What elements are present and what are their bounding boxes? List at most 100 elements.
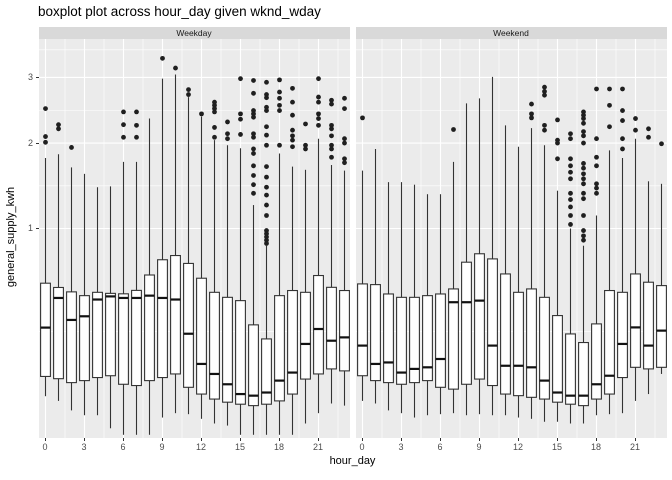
outlier-points bbox=[658, 140, 664, 146]
boxplot-hour-22 bbox=[325, 97, 337, 404]
x-axis-tick bbox=[478, 437, 480, 441]
box-iqr bbox=[382, 292, 394, 383]
boxplot-hour-16 bbox=[564, 130, 576, 424]
boxplot-hour-20 bbox=[616, 86, 628, 413]
boxplot-hour-5 bbox=[104, 185, 116, 428]
box-iqr bbox=[325, 286, 337, 369]
box-iqr bbox=[460, 261, 472, 385]
x-axis-tick bbox=[239, 437, 241, 441]
boxplot-hour-9 bbox=[156, 55, 168, 418]
boxplot-hour-18 bbox=[273, 76, 285, 435]
outlier-points bbox=[237, 75, 243, 137]
outlier-points bbox=[580, 108, 586, 243]
panel-weekday bbox=[38, 38, 350, 438]
outlier-points bbox=[315, 75, 321, 128]
box-iqr bbox=[395, 296, 407, 385]
boxplot-hour-8 bbox=[460, 102, 472, 415]
box-iqr bbox=[312, 274, 324, 375]
outlier-points bbox=[120, 108, 126, 140]
box-iqr bbox=[616, 291, 628, 378]
box-iqr bbox=[130, 289, 142, 386]
box-iqr bbox=[564, 332, 576, 405]
x-tick-label: 0 bbox=[42, 442, 48, 452]
outlier-points bbox=[593, 86, 599, 196]
boxplot-hour-12 bbox=[195, 110, 207, 419]
boxplot-hour-0 bbox=[356, 114, 368, 401]
box-iqr bbox=[538, 296, 550, 400]
boxplot-hour-15 bbox=[551, 116, 563, 422]
boxplot-hour-21 bbox=[629, 115, 641, 401]
outlier-points bbox=[55, 121, 61, 131]
outlier-points bbox=[185, 86, 191, 97]
boxplot-hour-3 bbox=[395, 181, 407, 413]
outlier-points bbox=[224, 119, 230, 141]
outlier-points bbox=[133, 108, 139, 140]
x-tick-label: 12 bbox=[195, 442, 207, 452]
box-iqr bbox=[408, 296, 420, 383]
boxplot-hour-3 bbox=[78, 173, 90, 415]
boxplot-hour-18 bbox=[590, 86, 602, 415]
x-axis-tick bbox=[200, 437, 202, 441]
x-axis-tick bbox=[556, 437, 558, 441]
outlier-points bbox=[68, 144, 74, 150]
box-iqr bbox=[299, 291, 311, 380]
x-axis-tick bbox=[161, 437, 163, 441]
outlier-points bbox=[276, 76, 282, 148]
x-tick-label: 9 bbox=[476, 442, 482, 452]
x-tick-label: 21 bbox=[312, 442, 324, 452]
box-iqr bbox=[473, 252, 485, 380]
boxplot-hour-19 bbox=[286, 85, 298, 435]
x-axis-tick bbox=[361, 437, 363, 441]
boxplot-hour-13 bbox=[525, 101, 537, 419]
x-tick-label: 21 bbox=[629, 442, 641, 452]
x-tick-label: 3 bbox=[81, 442, 87, 452]
box-iqr bbox=[421, 294, 433, 381]
boxplot-hour-9 bbox=[473, 97, 485, 414]
box-iqr bbox=[273, 294, 285, 401]
y-tick-label: 3 bbox=[27, 71, 33, 82]
outlier-points bbox=[567, 130, 573, 227]
boxplot-hour-14 bbox=[538, 84, 550, 422]
boxplot-hour-21 bbox=[312, 75, 324, 413]
y-tick-label: 2 bbox=[27, 137, 33, 148]
boxplot-hour-7 bbox=[130, 108, 142, 435]
boxplot-hour-2 bbox=[382, 181, 394, 410]
box-iqr bbox=[577, 341, 589, 406]
x-axis-tick bbox=[278, 437, 280, 441]
outlier-points bbox=[302, 121, 308, 151]
box-iqr bbox=[52, 286, 64, 379]
boxplot-hour-1 bbox=[369, 148, 381, 404]
y-axis-tick bbox=[35, 228, 39, 229]
boxplot-hour-2 bbox=[65, 144, 77, 410]
boxplot-hour-4 bbox=[91, 186, 103, 415]
outlier-points bbox=[42, 105, 48, 145]
boxplot-hour-11 bbox=[499, 124, 511, 415]
x-axis-tick bbox=[595, 437, 597, 441]
facet-strip-weekday: Weekday bbox=[38, 27, 350, 39]
boxplot-hour-16 bbox=[247, 77, 259, 435]
x-axis-tick bbox=[517, 437, 519, 441]
boxplot-hour-23 bbox=[655, 140, 667, 374]
boxplot-hour-6 bbox=[434, 193, 446, 414]
boxplot-hour-0 bbox=[39, 105, 51, 396]
box-iqr bbox=[221, 296, 233, 403]
x-tick-label: 3 bbox=[398, 442, 404, 452]
box-iqr bbox=[525, 287, 537, 398]
box-iqr bbox=[143, 273, 155, 381]
boxplot-hour-12 bbox=[512, 146, 524, 418]
outlier-points bbox=[541, 84, 547, 133]
x-tick-label: 18 bbox=[590, 442, 602, 452]
boxplot-hour-8 bbox=[143, 118, 155, 435]
outlier-points bbox=[359, 114, 365, 120]
box-iqr bbox=[156, 258, 168, 378]
outlier-points bbox=[554, 116, 560, 161]
boxplot-hour-10 bbox=[169, 65, 181, 413]
y-tick-label: 1 bbox=[27, 223, 33, 233]
outlier-points bbox=[619, 86, 625, 151]
outlier-points bbox=[263, 79, 269, 246]
box-iqr bbox=[629, 272, 641, 368]
box-iqr bbox=[434, 292, 446, 388]
x-axis-tick bbox=[122, 437, 124, 441]
box-iqr bbox=[65, 290, 77, 383]
x-tick-label: 9 bbox=[159, 442, 165, 452]
